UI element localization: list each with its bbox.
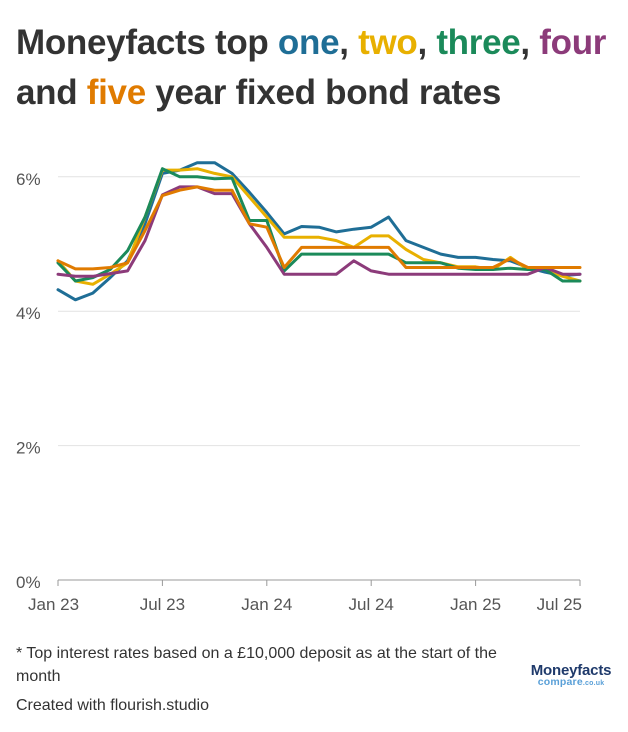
footnote: * Top interest rates based on a £10,000 …	[16, 645, 497, 685]
credit-line: Created with flourish.studio	[16, 697, 209, 714]
y-tick-label: 2%	[16, 439, 41, 458]
series-line-five	[56, 185, 582, 271]
chart-area: 0% 2% 4% 6% Jan 23 Jul 23 Jan 24 Jul 24 Jan 25 Ju…	[0, 150, 628, 630]
title-part: Moneyfacts top	[16, 23, 278, 62]
logo-sub-text: compare.co.uk	[528, 677, 614, 688]
series-line-four	[56, 185, 582, 278]
title-part: ,	[417, 23, 437, 62]
x-tick-label: Jul 24	[349, 595, 394, 614]
x-tick-label: Jul 25	[537, 595, 582, 614]
title-part: year fixed bond rates	[145, 73, 502, 112]
y-tick-label: 4%	[16, 304, 41, 323]
line-chart: 0% 2% 4% 6% Jan 23 Jul 23 Jan 24 Jul 24 Jan 25 Ju…	[16, 161, 582, 614]
title-part: five	[86, 73, 146, 112]
logo-main-text: Moneyfacts	[530, 662, 612, 679]
x-tick-label: Jul 23	[140, 595, 185, 614]
title-part: ,	[339, 23, 359, 62]
x-tick-label: Jan 25	[450, 595, 501, 614]
title-part: one	[277, 23, 340, 62]
title-part: ,	[520, 23, 540, 62]
series-line-three	[56, 167, 582, 283]
moneyfacts-logo: Moneyfacts compare.co.uk	[528, 663, 614, 688]
y-tick-label: 6%	[16, 170, 41, 189]
y-tick-label: 0%	[16, 573, 41, 592]
series-line-one	[56, 161, 582, 302]
x-tick-label: Jan 24	[241, 595, 292, 614]
title-part: and	[16, 73, 87, 112]
title-part: four	[539, 23, 607, 62]
logo-sub-word: compare	[537, 676, 583, 688]
chart-title: Moneyfacts top one, two, three, four and…	[16, 18, 616, 118]
title-part: two	[358, 23, 418, 62]
x-tick-label: Jan 23	[28, 595, 79, 614]
logo-sub-suffix: .co.uk	[582, 680, 605, 687]
title-part: three	[436, 23, 521, 62]
